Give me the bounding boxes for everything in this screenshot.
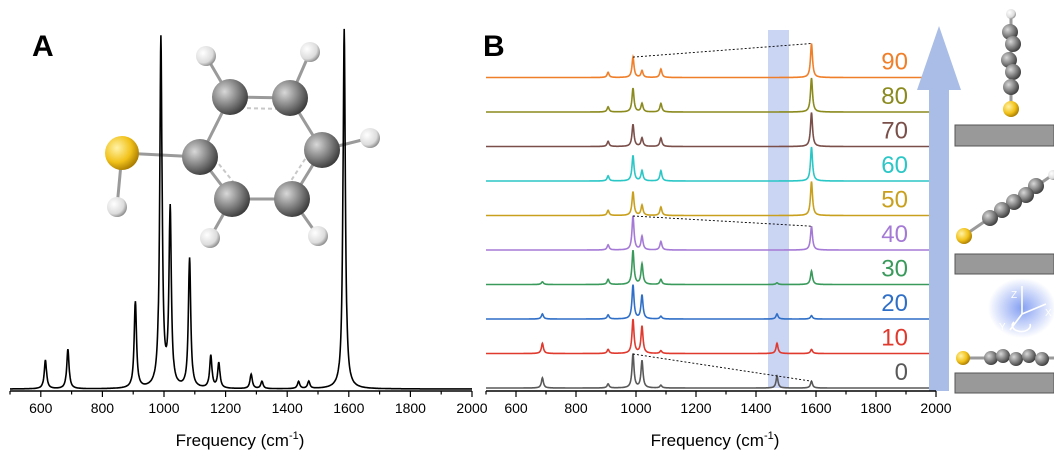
panel-b-label: B	[483, 30, 505, 63]
x-axis-b-tick-label: 1400	[740, 400, 771, 416]
x-axis-label-b: Frequency (cm-1)	[651, 430, 780, 450]
svg-text:Y: Y	[999, 322, 1006, 333]
x-axis-a-tick-label: 800	[91, 400, 115, 416]
surface-slab	[954, 124, 1054, 147]
guide-line	[632, 43, 812, 58]
x-axis-b-tick-label: 600	[504, 400, 528, 416]
carbon-atom	[212, 79, 248, 115]
series-label-60: 60	[881, 152, 908, 179]
x-axis-a: 600 800 1000 1200 1400 1600 1800 2000	[9, 390, 488, 416]
series-label-10: 10	[881, 325, 908, 352]
x-axis-a-tick-label: 1200	[210, 400, 241, 416]
spectrum-line-10	[486, 318, 936, 355]
x-axis-b-tick-label: 1200	[680, 400, 711, 416]
carbon-atom	[304, 132, 340, 168]
sulfur-atom	[105, 136, 139, 170]
surface-slab	[954, 253, 1054, 275]
series-label-90: 90	[881, 49, 908, 76]
x-axis-a-tick-label: 1600	[333, 400, 364, 416]
x-axis-b-tick-label: 2000	[920, 400, 951, 416]
hydrogen-atom	[200, 228, 220, 248]
x-axis-label-a: Frequency (cm-1)	[176, 430, 305, 450]
series-label-30: 30	[881, 256, 908, 283]
spectrum-line-20	[486, 284, 936, 320]
hydrogen-atom	[360, 128, 380, 148]
hydrogen-atom	[196, 46, 216, 66]
carbon-atom	[272, 80, 308, 116]
panel-b: 0 10 20 30 40 50 60 70 80 90 B 600 800 1000 1200 1400…	[483, 26, 961, 450]
hydrogen-atom	[107, 197, 127, 217]
x-axis-b-tick-label: 1600	[800, 400, 831, 416]
carbon-atom	[214, 181, 250, 217]
x-axis-b: 600 800 1000 1200 1400 1600 1800 2000	[485, 390, 952, 416]
carbon-atom	[274, 181, 310, 217]
surface-slab	[954, 372, 1054, 394]
x-axis-a-tick-label: 600	[29, 400, 53, 416]
x-axis-a-tick-label: 1000	[148, 400, 179, 416]
panel-a-label: A	[32, 30, 54, 63]
series-label-50: 50	[881, 187, 908, 214]
highlight-band	[768, 30, 789, 388]
thiophenol-molecule	[105, 42, 380, 248]
spectrum-line-40	[486, 215, 936, 251]
spectrum-line-80	[486, 77, 936, 113]
series-label-20: 20	[881, 290, 908, 317]
spectrum-line-90	[486, 43, 936, 79]
spectrum-line-30	[486, 249, 936, 286]
coordinate-axes-inset: Z X Y	[988, 278, 1054, 338]
spectrum-line-70	[486, 112, 936, 148]
molecule-flat	[956, 349, 1054, 366]
spectrum-line-50	[486, 181, 936, 217]
svg-text:Z: Z	[1011, 290, 1017, 301]
x-axis-b-tick-label: 1000	[620, 400, 651, 416]
panel-a: A	[9, 28, 488, 450]
svg-text:X: X	[1045, 308, 1052, 319]
series-label-40: 40	[881, 221, 908, 248]
spectra-stack-b: 0 10 20 30 40 50 60 70 80 90	[486, 43, 936, 389]
angle-arrow	[917, 26, 961, 391]
molecule-tilted	[956, 170, 1054, 244]
x-axis-a-tick-label: 1800	[395, 400, 426, 416]
x-axis-a-tick-label: 1400	[272, 400, 303, 416]
spectrum-line-a	[10, 28, 472, 390]
molecule-upright	[1001, 9, 1021, 117]
series-label-0: 0	[895, 359, 908, 386]
spectrum-line-0	[486, 353, 936, 389]
series-label-70: 70	[881, 118, 908, 145]
hydrogen-atom	[300, 42, 320, 62]
guide-line	[632, 215, 812, 227]
x-axis-b-tick-label: 800	[564, 400, 588, 416]
series-label-80: 80	[881, 83, 908, 110]
spectrum-line-60	[486, 146, 936, 182]
hydrogen-atom	[308, 226, 328, 246]
carbon-atom	[182, 139, 218, 175]
guide-lines-b	[632, 43, 812, 382]
x-axis-b-tick-label: 1800	[860, 400, 891, 416]
orientation-schematic: Z X Y	[954, 9, 1054, 394]
x-axis-a-tick-label: 2000	[456, 400, 487, 416]
